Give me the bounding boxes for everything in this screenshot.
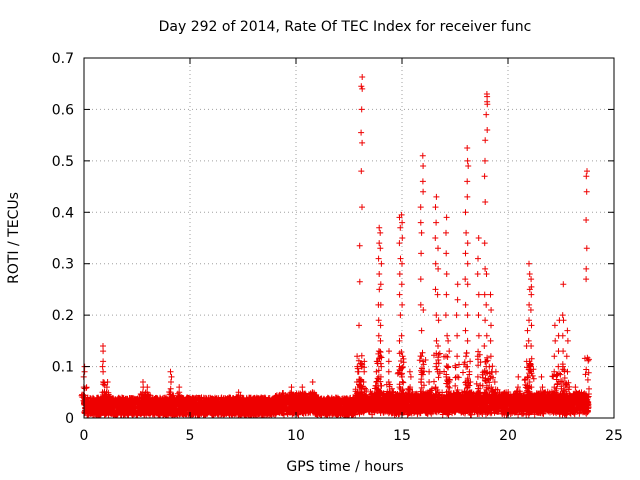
chart-title: Day 292 of 2014, Rate Of TEC Index for r… [159,19,532,35]
x-tick-label: 25 [605,428,623,444]
y-axis-label: ROTI / TECUs [6,192,22,284]
grid-lines [84,58,614,418]
y-tick-label: 0.2 [52,308,74,324]
y-tick-labels: 0 0.1 0.2 0.3 0.4 0.5 0.6 0.7 [52,51,74,427]
plot-frame [83,57,615,419]
x-tick-label: 10 [287,428,305,444]
x-tick-label: 0 [80,428,89,444]
data-points [78,74,592,419]
y-tick-label: 0.6 [52,102,74,118]
roti-plus-markers [78,74,592,419]
y-tick-label: 0.4 [52,205,74,221]
y-tick-label: 0 [65,411,74,427]
y-tick-label: 0.1 [52,360,74,376]
x-axis-label: GPS time / hours [286,459,403,475]
x-tick-labels: 0 5 10 15 20 25 [80,428,623,444]
axis-ticks [83,57,615,419]
y-tick-label: 0.7 [52,51,74,67]
x-tick-label: 20 [499,428,517,444]
x-tick-label: 5 [186,428,195,444]
y-tick-label: 0.3 [52,257,74,273]
x-tick-label: 15 [393,428,411,444]
y-tick-label: 0.5 [52,154,74,170]
